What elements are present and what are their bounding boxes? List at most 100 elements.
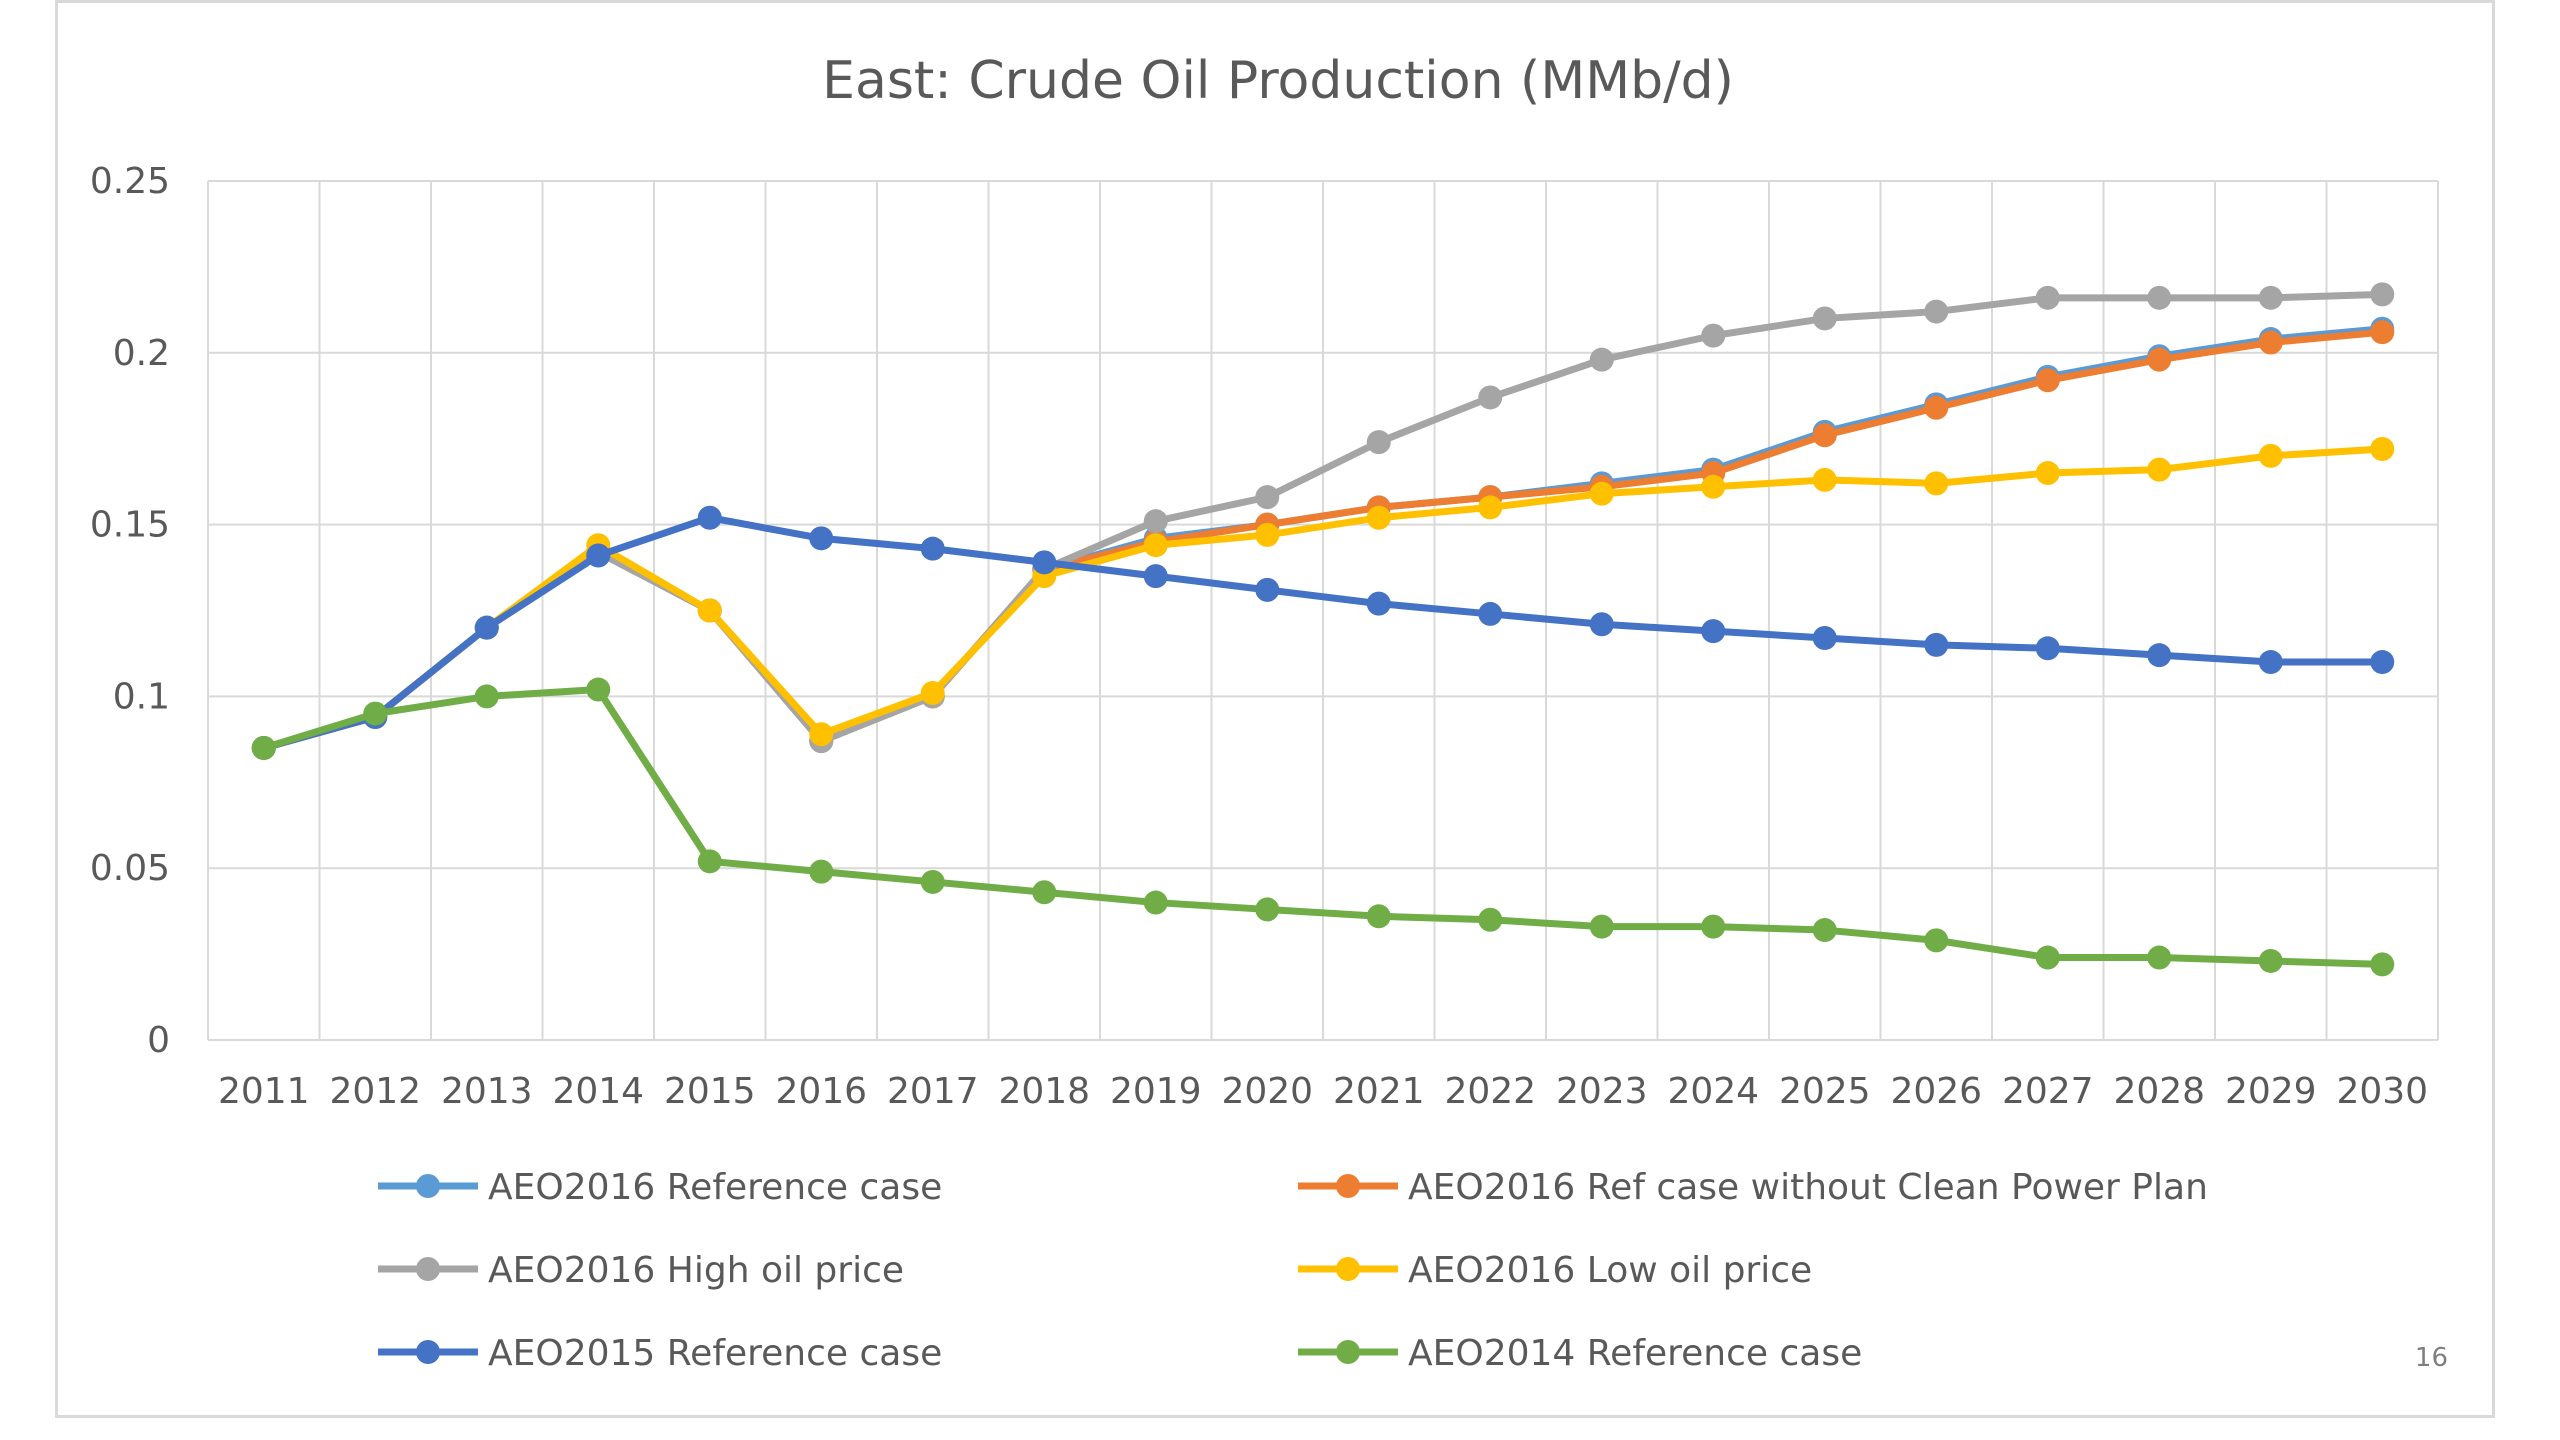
y-tick-label: 0.1 <box>113 676 170 717</box>
data-point <box>2147 347 2172 372</box>
data-point <box>1032 550 1057 575</box>
legend-swatch-marker <box>416 1340 440 1364</box>
legend-item: AEO2015 Reference case <box>378 1333 942 1374</box>
data-point <box>920 536 945 561</box>
x-tick-label: 2020 <box>1221 1071 1313 1112</box>
series-line <box>260 445 2386 752</box>
chart-frame: East: Crude Oil Production (MMb/d) 0 0.05… <box>55 0 2495 1418</box>
y-tick-label: 0.25 <box>90 161 170 202</box>
x-tick-label: 2027 <box>2002 1071 2094 1112</box>
x-axis-tick-labels: 2011 2012 2013 2014 2015 2016 2017 2018 2019 2020… <box>218 1071 2428 1112</box>
legend-swatch-marker <box>1336 1340 1360 1364</box>
data-point <box>1812 625 1837 650</box>
x-tick-label: 2024 <box>1667 1071 1759 1112</box>
data-point <box>2370 952 2395 977</box>
data-point <box>1366 904 1391 929</box>
line-chart: East: Crude Oil Production (MMb/d) 0 0.05… <box>90 51 2448 1374</box>
data-point <box>1924 299 1949 324</box>
x-tick-label: 2029 <box>2225 1071 2317 1112</box>
legend: AEO2016 Reference case AEO2016 Ref case w… <box>378 1167 2208 1374</box>
data-point <box>1924 395 1949 420</box>
data-point <box>1478 385 1503 410</box>
data-point <box>2147 285 2172 310</box>
x-tick-label: 2023 <box>1556 1071 1648 1112</box>
data-point <box>1589 612 1614 637</box>
data-point <box>1701 323 1726 348</box>
data-point <box>1701 474 1726 499</box>
x-tick-label: 2022 <box>1444 1071 1536 1112</box>
x-tick-label: 2016 <box>775 1071 867 1112</box>
data-point <box>697 598 722 623</box>
legend-label: AEO2016 Low oil price <box>1408 1250 1812 1291</box>
data-point <box>1143 890 1168 915</box>
legend-item: AEO2016 Ref case without Clean Power Pla… <box>1298 1167 2208 1208</box>
series-line <box>260 686 2386 968</box>
series-aeo2015-reference-case <box>251 505 2395 760</box>
legend-swatch-marker <box>416 1257 440 1281</box>
data-point <box>1255 577 1280 602</box>
data-point <box>2147 945 2172 970</box>
data-point <box>1366 505 1391 530</box>
data-point <box>2035 285 2060 310</box>
data-point <box>1478 601 1503 626</box>
data-point <box>1924 471 1949 496</box>
x-tick-label: 2026 <box>1890 1071 1982 1112</box>
x-tick-label: 2030 <box>2336 1071 2428 1112</box>
series-aeo2014-reference-case <box>251 677 2395 977</box>
series-line <box>260 514 2386 752</box>
data-point <box>2147 643 2172 668</box>
x-tick-label: 2017 <box>887 1071 979 1112</box>
x-tick-label: 2019 <box>1110 1071 1202 1112</box>
data-point <box>1366 430 1391 455</box>
data-point <box>1143 509 1168 534</box>
x-tick-label: 2014 <box>552 1071 644 1112</box>
page-number: 16 <box>2415 1343 2448 1373</box>
data-point <box>1255 522 1280 547</box>
data-point <box>2035 945 2060 970</box>
data-point <box>1924 632 1949 657</box>
legend-swatch-marker <box>1336 1174 1360 1198</box>
data-point <box>2370 282 2395 307</box>
data-point <box>2258 948 2283 973</box>
data-point <box>1812 467 1837 492</box>
legend-swatch-marker <box>416 1174 440 1198</box>
x-tick-label: 2018 <box>998 1071 1090 1112</box>
legend-label: AEO2014 Reference case <box>1408 1333 1862 1374</box>
data-point <box>2258 285 2283 310</box>
y-tick-label: 0.15 <box>90 505 170 546</box>
data-point <box>474 615 499 640</box>
data-point <box>2147 457 2172 482</box>
legend-swatch-marker <box>1336 1257 1360 1281</box>
data-point <box>1255 897 1280 922</box>
data-point <box>1589 914 1614 939</box>
data-point <box>1366 591 1391 616</box>
x-tick-label: 2013 <box>441 1071 533 1112</box>
x-tick-label: 2025 <box>1779 1071 1871 1112</box>
series-line <box>260 290 2386 752</box>
data-point <box>920 680 945 705</box>
data-point <box>586 677 611 702</box>
data-point <box>1589 347 1614 372</box>
data-point <box>1812 306 1837 331</box>
x-tick-label: 2015 <box>664 1071 756 1112</box>
data-point <box>1701 619 1726 644</box>
data-point <box>2035 461 2060 486</box>
data-point <box>1589 481 1614 506</box>
data-point <box>1812 423 1837 448</box>
chart-title: East: Crude Oil Production (MMb/d) <box>822 51 1734 111</box>
series-layer <box>251 282 2395 977</box>
y-tick-label: 0.2 <box>113 333 170 374</box>
data-point <box>2258 330 2283 355</box>
data-point <box>2258 443 2283 468</box>
data-point <box>809 859 834 884</box>
data-point <box>1143 564 1168 589</box>
data-point <box>251 735 276 760</box>
x-tick-label: 2021 <box>1333 1071 1425 1112</box>
data-point <box>474 684 499 709</box>
legend-item: AEO2016 Reference case <box>378 1167 942 1208</box>
x-tick-label: 2028 <box>2113 1071 2205 1112</box>
y-tick-label: 0.05 <box>90 848 170 889</box>
data-point <box>2035 368 2060 393</box>
data-point <box>697 849 722 874</box>
x-tick-label: 2011 <box>218 1071 310 1112</box>
